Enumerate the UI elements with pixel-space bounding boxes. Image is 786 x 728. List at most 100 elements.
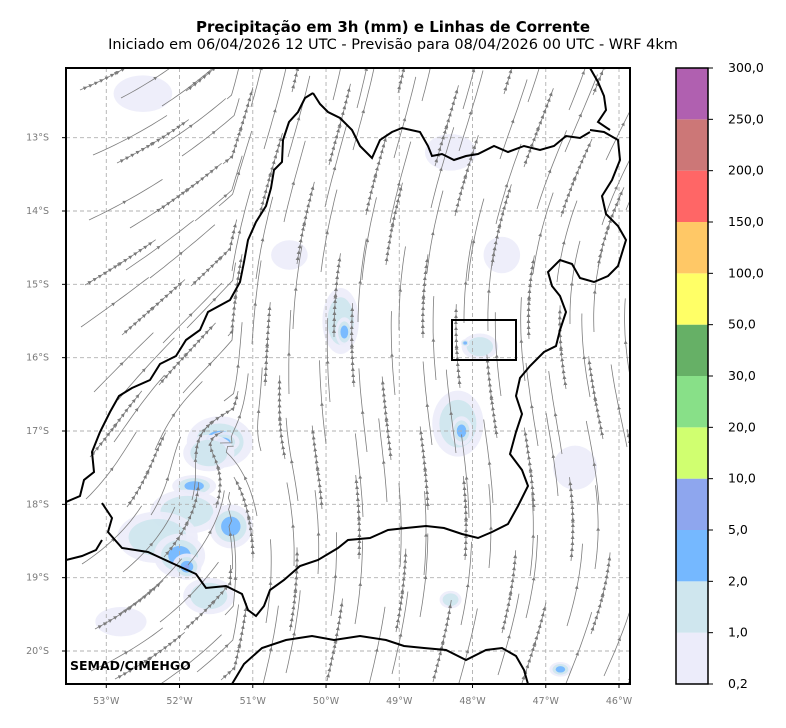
streamline-arrow (634, 470, 638, 474)
streamline-arrow (465, 649, 470, 654)
streamline-arrow (528, 469, 533, 473)
precip-cell-17-level-0 (424, 134, 477, 171)
streamline-arrow (614, 185, 618, 190)
colorbar-label: 1,0 (728, 625, 748, 640)
streamline-arrow (236, 171, 241, 176)
streamline-arrow (293, 589, 298, 593)
streamline-arrow (296, 116, 301, 121)
goias-border (66, 92, 314, 503)
streamline-arrow (268, 581, 273, 585)
streamline-arrow (360, 410, 365, 414)
streamline (629, 167, 630, 168)
streamline-arrow (193, 458, 198, 462)
streamline-arrow (207, 530, 212, 535)
streamline-arrow (134, 407, 139, 412)
streamline-arrow (357, 517, 361, 521)
streamline-arrow (116, 263, 121, 267)
precip-cell-20-level-1 (442, 593, 459, 606)
colorbar-swatch (676, 632, 708, 684)
streamline-arrow (149, 542, 153, 547)
colorbar-swatch (676, 427, 708, 479)
precip-cell-8-level-3 (184, 564, 190, 569)
streamline-arrow (643, 646, 647, 650)
streamline-arrow (290, 459, 294, 464)
colorbar-label: 200,0 (728, 163, 764, 178)
streamline-arrow (600, 593, 605, 598)
streamline-arrow (592, 462, 597, 467)
lat-tick-label: 16°S (26, 353, 49, 364)
streamline-arrow (531, 534, 536, 538)
streamline (356, 68, 368, 109)
streamline-arrow (561, 240, 566, 245)
streamline-arrow (268, 173, 272, 178)
streamline-arrow (593, 397, 598, 402)
west-border (66, 539, 103, 561)
colorbar-label: 5,0 (728, 522, 748, 537)
colorbar-label: 300,0 (728, 60, 764, 75)
streamline-arrow (236, 364, 240, 368)
streamline-arrow (188, 313, 193, 317)
streamline-arrow (430, 231, 435, 236)
streamline-arrow (333, 295, 338, 299)
colorbar-swatch (676, 581, 708, 633)
streamline-arrow (184, 522, 188, 527)
streamline-arrow (507, 634, 511, 639)
streamline-arrow (153, 76, 158, 81)
streamline-arrow (149, 307, 154, 312)
streamline-arrow (471, 68, 476, 73)
streamline-arrow (358, 280, 362, 284)
streamline-arrow (449, 411, 454, 415)
lat-tick-label: 20°S (26, 646, 49, 657)
streamline-arrow (582, 355, 587, 360)
streamline-arrow (183, 353, 187, 358)
streamline-arrow (640, 172, 643, 176)
streamline-arrow (247, 516, 251, 521)
streamline-arrow (444, 125, 448, 130)
streamline-arrow (291, 181, 295, 186)
streamline (397, 68, 415, 94)
streamline-arrow (465, 583, 470, 588)
credit-text: SEMAD/CIMEHGO (70, 658, 191, 673)
chart-title: Precipitação em 3h (mm) e Linhas de Corr… (195, 18, 591, 36)
streamline-arrow (340, 59, 344, 63)
streamline-arrow (396, 182, 401, 186)
streamline (634, 25, 665, 103)
streamline-arrow (114, 72, 118, 76)
streamline-arrow (112, 424, 117, 429)
streamline-arrow (513, 54, 517, 58)
streamline-arrow (325, 230, 329, 235)
streamline-arrow (287, 352, 291, 356)
streamline-arrow (425, 403, 430, 407)
precip-cell-18-level-0 (483, 236, 521, 274)
lat-tick-label: 17°S (26, 426, 49, 437)
streamline-arrow (641, 579, 645, 583)
streamline-arrow (535, 127, 540, 132)
streamline-arrow (646, 131, 649, 135)
streamline-arrow (292, 631, 296, 636)
colorbar-label: 0,2 (728, 676, 748, 691)
streamline-arrow (527, 297, 531, 301)
streamline-arrow (358, 582, 363, 586)
colorbar-swatch (676, 273, 708, 325)
streamline-arrow (531, 576, 536, 581)
precip-cell-19-level-0 (113, 75, 173, 112)
streamline-arrow (233, 576, 238, 580)
streamlines (79, 25, 665, 684)
colorbar-swatch (676, 376, 708, 428)
streamline-arrow (569, 282, 574, 286)
streamline-arrow (571, 519, 575, 523)
lon-tick-label: 49°W (386, 696, 413, 707)
streamline-arrow (463, 281, 468, 285)
streamline-arrow (212, 297, 217, 302)
streamline-arrow (635, 512, 639, 516)
streamline-arrow (265, 344, 269, 348)
streamline-arrow (398, 633, 403, 637)
north-border (589, 68, 611, 131)
lat-tick-label: 15°S (26, 279, 49, 290)
streamline-arrow (621, 122, 625, 127)
streamline-arrow (253, 302, 257, 306)
streamline-arrow (519, 339, 524, 343)
colorbar-label: 30,0 (728, 368, 756, 383)
streamline-arrow (293, 287, 298, 291)
